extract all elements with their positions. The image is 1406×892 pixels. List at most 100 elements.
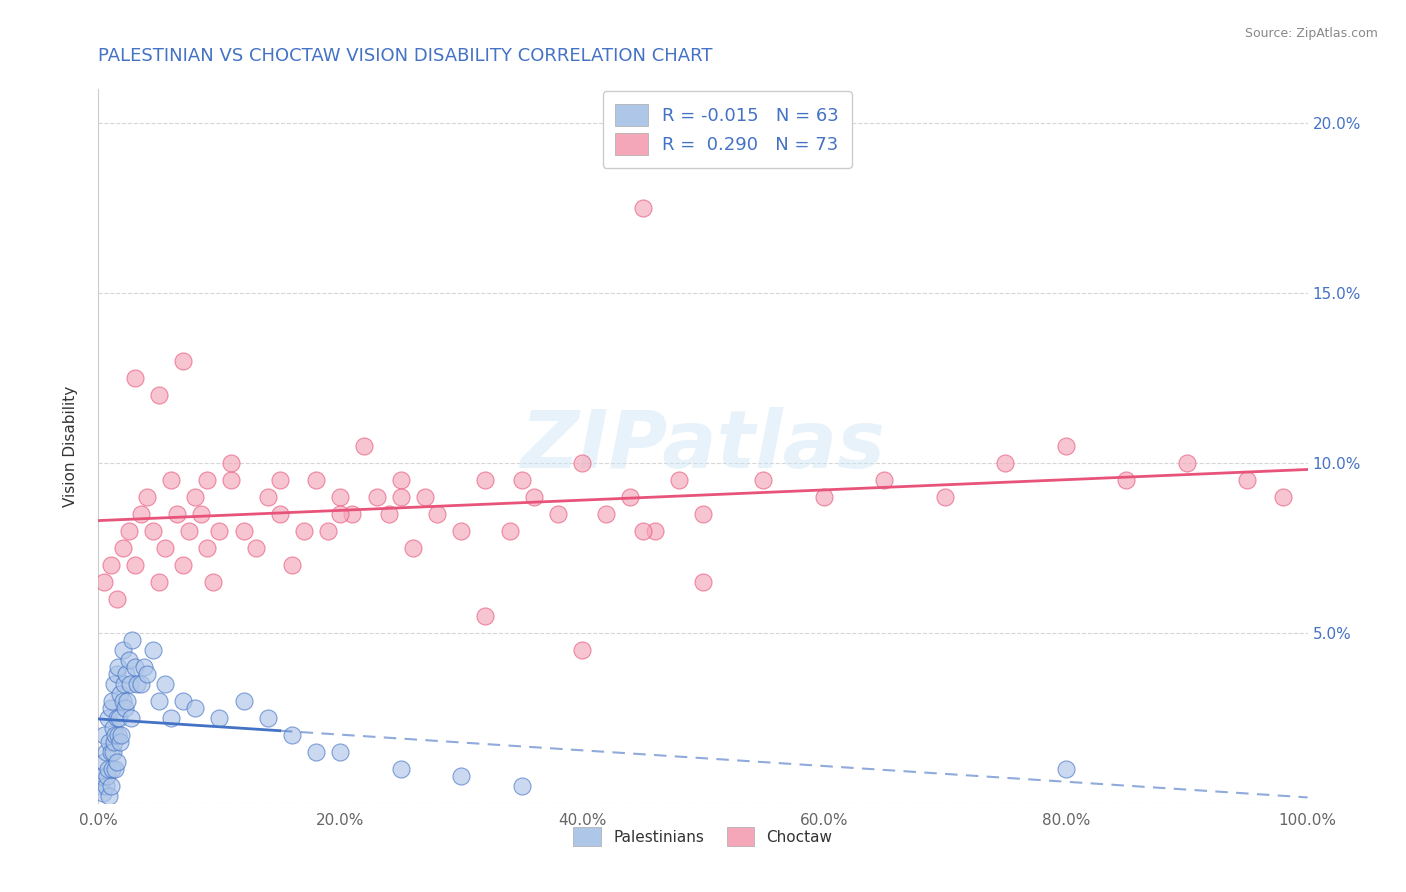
- Point: [221, 456, 243, 470]
- Point: [190, 507, 212, 521]
- Point: [172, 694, 194, 708]
- Point: [91, 769, 114, 783]
- Point: [103, 734, 125, 748]
- Point: [179, 524, 201, 538]
- Point: [571, 456, 593, 470]
- Point: [281, 728, 304, 742]
- Point: [160, 711, 183, 725]
- Point: [118, 653, 141, 667]
- Point: [1054, 439, 1077, 453]
- Point: [105, 755, 128, 769]
- Point: [571, 643, 593, 657]
- Point: [134, 660, 156, 674]
- Point: [94, 779, 117, 793]
- Point: [595, 507, 617, 521]
- Point: [450, 524, 472, 538]
- Point: [104, 728, 127, 742]
- Point: [752, 473, 775, 487]
- Text: PALESTINIAN VS CHOCTAW VISION DISABILITY CORRELATION CHART: PALESTINIAN VS CHOCTAW VISION DISABILITY…: [98, 47, 713, 65]
- Point: [118, 677, 141, 691]
- Point: [107, 660, 129, 674]
- Point: [93, 574, 115, 589]
- Point: [105, 591, 128, 606]
- Point: [245, 541, 267, 555]
- Point: [172, 558, 194, 572]
- Point: [98, 789, 121, 803]
- Point: [105, 666, 128, 681]
- Point: [631, 201, 654, 215]
- Text: Source: ZipAtlas.com: Source: ZipAtlas.com: [1244, 27, 1378, 40]
- Point: [329, 490, 352, 504]
- Point: [195, 473, 218, 487]
- Point: [208, 524, 231, 538]
- Point: [692, 574, 714, 589]
- Point: [413, 490, 436, 504]
- Point: [108, 711, 131, 725]
- Point: [221, 473, 243, 487]
- Point: [873, 473, 896, 487]
- Point: [104, 762, 127, 776]
- Point: [135, 666, 157, 681]
- Point: [120, 711, 142, 725]
- Point: [111, 694, 134, 708]
- Point: [474, 608, 496, 623]
- Point: [342, 507, 364, 521]
- Point: [366, 490, 388, 504]
- Point: [281, 558, 304, 572]
- Point: [208, 711, 231, 725]
- Point: [100, 700, 122, 714]
- Point: [377, 507, 399, 521]
- Point: [166, 507, 188, 521]
- Point: [108, 734, 131, 748]
- Point: [389, 490, 412, 504]
- Point: [202, 574, 225, 589]
- Point: [153, 677, 176, 691]
- Point: [107, 728, 129, 742]
- Point: [329, 507, 352, 521]
- Point: [96, 769, 118, 783]
- Point: [474, 473, 496, 487]
- Point: [94, 745, 117, 759]
- Point: [353, 439, 375, 453]
- Point: [129, 677, 152, 691]
- Point: [232, 694, 254, 708]
- Point: [1272, 490, 1295, 504]
- Point: [644, 524, 666, 538]
- Point: [631, 524, 654, 538]
- Point: [90, 779, 112, 793]
- Point: [148, 388, 170, 402]
- Point: [256, 711, 278, 725]
- Point: [117, 694, 139, 708]
- Point: [135, 490, 157, 504]
- Point: [100, 745, 122, 759]
- Point: [114, 700, 136, 714]
- Point: [93, 755, 115, 769]
- Point: [1236, 473, 1258, 487]
- Point: [292, 524, 315, 538]
- Point: [668, 473, 690, 487]
- Y-axis label: Vision Disability: Vision Disability: [63, 385, 77, 507]
- Point: [108, 687, 131, 701]
- Point: [112, 677, 135, 691]
- Point: [269, 473, 291, 487]
- Point: [305, 473, 328, 487]
- Point: [256, 490, 278, 504]
- Point: [498, 524, 520, 538]
- Point: [129, 507, 152, 521]
- Point: [124, 558, 146, 572]
- Point: [124, 371, 146, 385]
- Text: ZIPatlas: ZIPatlas: [520, 407, 886, 485]
- Point: [111, 541, 134, 555]
- Point: [426, 507, 449, 521]
- Point: [121, 632, 143, 647]
- Point: [510, 473, 533, 487]
- Point: [115, 666, 138, 681]
- Point: [105, 711, 128, 725]
- Point: [510, 779, 533, 793]
- Point: [91, 786, 114, 800]
- Point: [184, 490, 207, 504]
- Point: [305, 745, 328, 759]
- Point: [127, 677, 149, 691]
- Point: [402, 541, 425, 555]
- Point: [101, 721, 124, 735]
